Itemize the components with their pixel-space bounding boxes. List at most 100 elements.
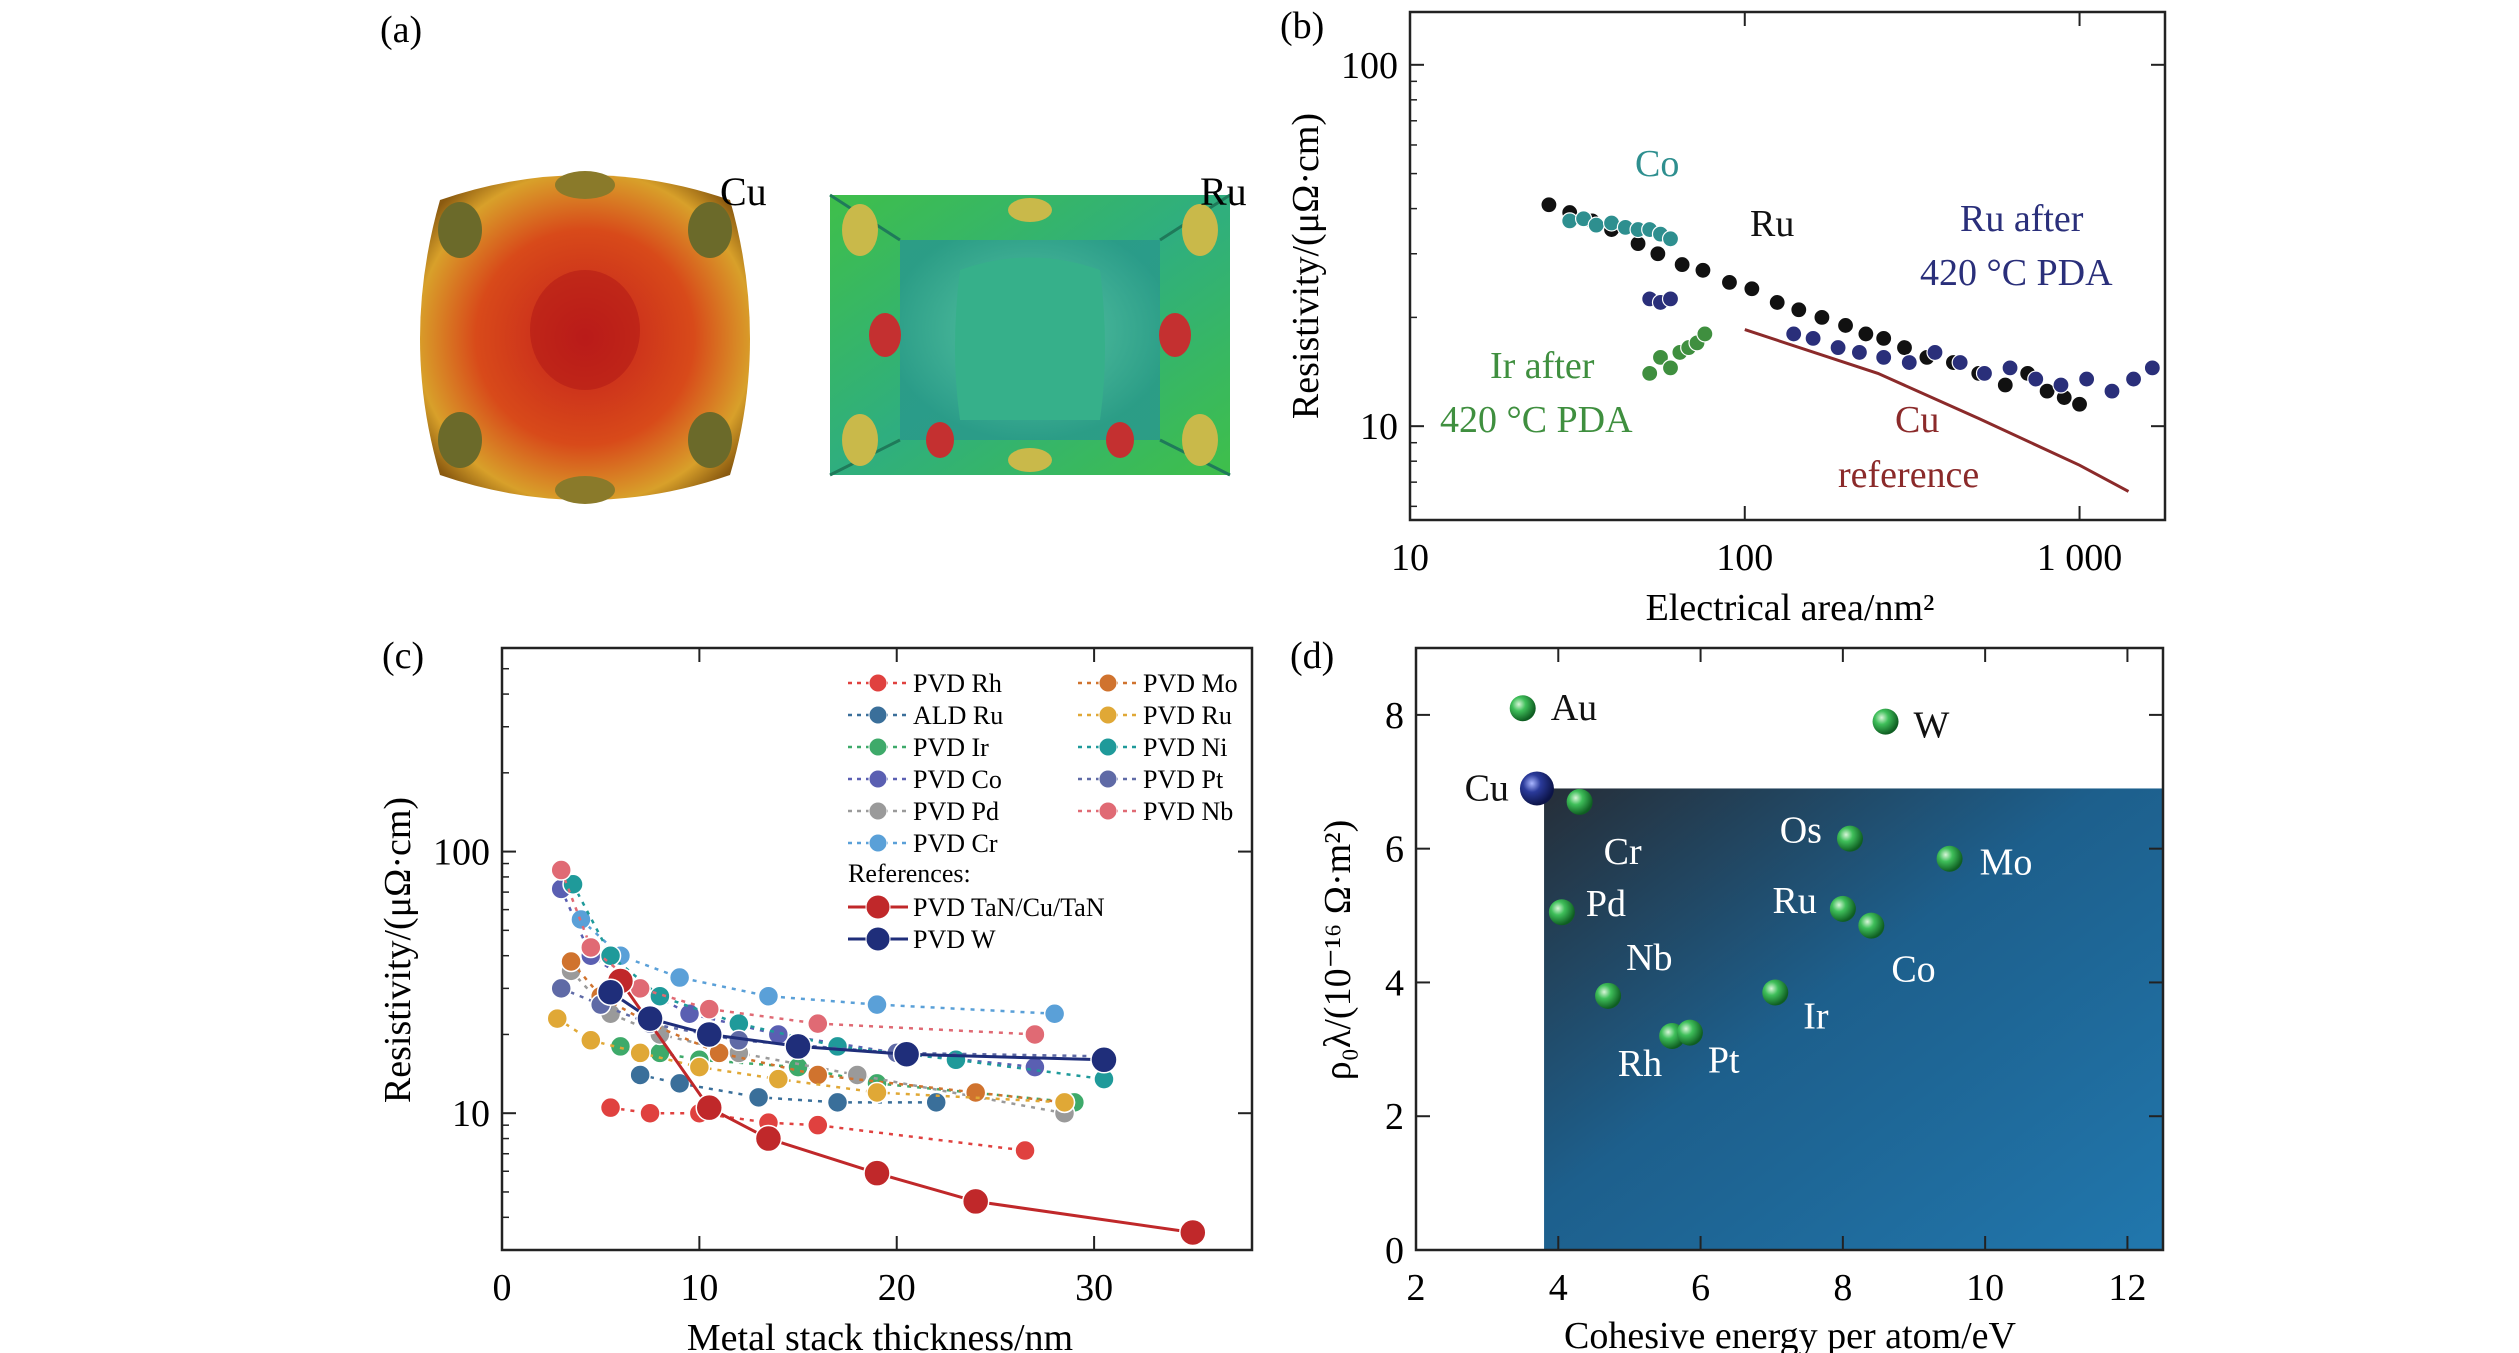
point-label-os: Os — [1780, 810, 1822, 852]
point-cr — [1566, 788, 1593, 815]
panel-a: (a) Cu Ru — [380, 9, 1247, 504]
series-point — [892, 1040, 921, 1069]
series-point — [866, 1081, 888, 1104]
legend-marker — [1098, 673, 1118, 693]
series-point — [599, 1096, 622, 1119]
point-ru_pda — [2143, 359, 2161, 377]
legend-marker — [865, 926, 891, 952]
cu-label: Cu — [720, 169, 767, 214]
point-label-cr: Cr — [1604, 831, 1642, 873]
panel-d-ylabel: ρ₀λ/(10⁻¹⁶ Ω·m²) — [1317, 820, 1359, 1081]
series-point — [550, 977, 572, 1000]
panel-d-xlabel: Cohesive energy per atom/eV — [1564, 1315, 2017, 1353]
point-au — [1509, 695, 1536, 722]
series-point — [580, 1029, 602, 1052]
x-tick-label: 1 000 — [2037, 537, 2123, 579]
point-os — [1836, 825, 1863, 852]
ru-label: Ru — [1200, 169, 1247, 214]
point-ru_pda — [1785, 325, 1803, 343]
point-label-pt: Pt — [1708, 1040, 1740, 1082]
point-label-au: Au — [1551, 687, 1597, 729]
panel-c-axes: 0 10 20 30 10 100 — [433, 648, 1252, 1309]
x-tick-label: 10 — [680, 1267, 718, 1309]
series-point — [599, 944, 622, 967]
point-ru_pda — [1804, 329, 1822, 347]
point-label-ru: Ru — [1772, 880, 1816, 922]
legend-label: PVD Ir — [913, 733, 989, 762]
series-point — [863, 1159, 891, 1187]
point-ru — [1875, 329, 1893, 347]
series-point — [668, 1072, 691, 1095]
legend-label: PVD Ru — [1143, 701, 1232, 730]
point-label-cu: Cu — [1465, 767, 1509, 809]
y-tick-label: 100 — [433, 832, 490, 874]
point-ir — [1762, 979, 1789, 1006]
series-point — [767, 1068, 790, 1090]
y-tick-label: 10 — [452, 1093, 490, 1135]
point-ru_pda — [1951, 353, 1969, 372]
point-label-mo: Mo — [1980, 842, 2033, 884]
legend-marker — [868, 705, 888, 725]
point-label-pd: Pd — [1586, 883, 1626, 925]
series-line — [560, 869, 1035, 1036]
series-point — [846, 1064, 869, 1086]
legend-marker — [868, 833, 888, 853]
x-tick-label: 4 — [1549, 1267, 1568, 1309]
series-point — [1014, 1139, 1036, 1162]
point-mo — [1936, 845, 1963, 872]
legend-label: PVD Rh — [913, 669, 1002, 698]
point-ru_pda — [1850, 343, 1869, 362]
x-tick-label: 12 — [2108, 1267, 2146, 1309]
point-ru — [1857, 325, 1875, 343]
point-ru — [2070, 395, 2089, 413]
legend-marker — [1098, 737, 1118, 757]
legend-label: PVD Pd — [913, 797, 999, 826]
annotation-cu: Cu — [1895, 399, 1939, 441]
point-label-co: Co — [1891, 949, 1935, 991]
point-ru_pda — [2027, 370, 2045, 388]
series-point — [636, 1004, 664, 1033]
y-tick-label: 0 — [1385, 1230, 1404, 1272]
point-co — [1858, 912, 1885, 939]
panel-c-legend: PVD Rh ALD Ru PVD Ir PVD Co PVD Pd PVD Cr PVD … — [848, 669, 1238, 954]
legend-marker — [1098, 801, 1118, 821]
panel-c: (c) 0 10 20 30 10 100 PVD Rh ALD Ru PVD Ir PVD C… — [377, 635, 1254, 1353]
point-ru_pda — [1900, 353, 1918, 372]
legend-label: PVD Cr — [913, 829, 998, 858]
x-tick-label: 0 — [493, 1267, 512, 1309]
series-point — [747, 1086, 770, 1109]
legend-label: PVD TaN/Cu/TaN — [913, 893, 1105, 922]
series-line — [619, 980, 1194, 1234]
x-tick-label: 6 — [1691, 1267, 1710, 1309]
x-tick-label: 20 — [878, 1267, 916, 1309]
annotation-ru-after: Ru after — [1960, 198, 2084, 240]
series-point — [961, 1187, 990, 1216]
series-point — [1179, 1218, 1207, 1247]
point-pd — [1548, 899, 1575, 926]
point-ru_pda — [2001, 359, 2019, 377]
point-ir_pda — [1696, 325, 1714, 343]
point-ru — [1768, 293, 1786, 312]
series-line-cu_reference — [1744, 328, 2130, 493]
point-ru — [1540, 196, 1558, 214]
point-ru_pda — [2052, 376, 2070, 394]
point-ru — [1673, 255, 1691, 274]
series-point — [596, 978, 625, 1006]
panel-c-data — [546, 859, 1207, 1247]
legend-label: PVD Pt — [1143, 765, 1224, 794]
point-ru — [1743, 280, 1761, 298]
point-ru — [1829, 895, 1856, 922]
series-point — [546, 1007, 569, 1030]
series-point — [698, 998, 720, 1020]
y-tick-label: 100 — [1341, 45, 1398, 87]
point-ir_pda — [1661, 359, 1680, 377]
series-point — [629, 1064, 651, 1086]
legend-label: PVD Nb — [1143, 797, 1233, 826]
point-ru — [1790, 301, 1808, 319]
point-ru_pda — [1926, 343, 1944, 362]
series-point — [1053, 1091, 1076, 1114]
point-ru_pda — [1875, 348, 1893, 366]
